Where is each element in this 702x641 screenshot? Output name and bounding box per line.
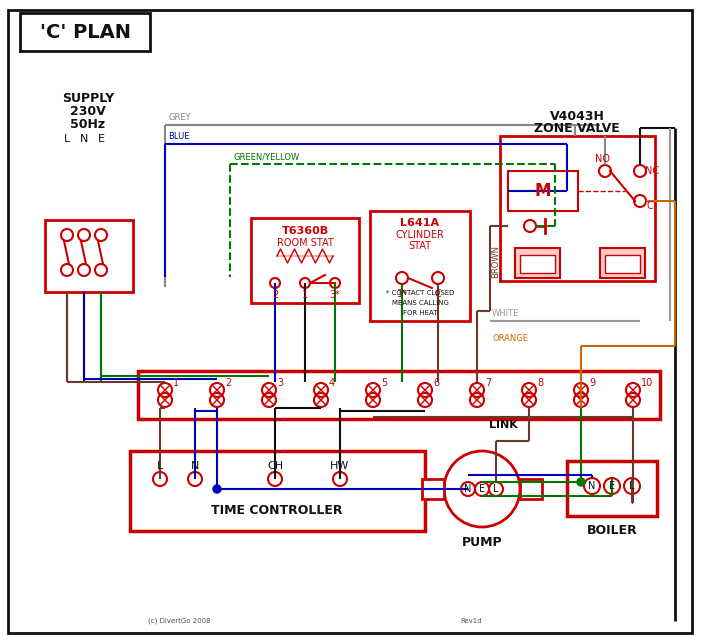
Text: C: C xyxy=(647,201,654,211)
Text: 7: 7 xyxy=(485,378,491,388)
Text: N: N xyxy=(464,484,472,494)
Bar xyxy=(515,248,560,278)
Text: L: L xyxy=(64,134,70,144)
Bar xyxy=(605,255,640,273)
Text: N: N xyxy=(80,134,88,144)
Text: ROOM STAT: ROOM STAT xyxy=(277,238,333,248)
Text: E: E xyxy=(479,484,485,494)
Text: BOILER: BOILER xyxy=(587,524,637,537)
Text: 1*: 1* xyxy=(397,289,407,299)
Text: (c) DivertGo 2008: (c) DivertGo 2008 xyxy=(148,618,211,624)
Text: LINK: LINK xyxy=(489,420,517,430)
Bar xyxy=(520,255,555,273)
Bar xyxy=(251,218,359,303)
Text: GREY: GREY xyxy=(168,113,191,122)
Bar xyxy=(520,479,542,499)
Text: 5: 5 xyxy=(381,378,388,388)
Text: L: L xyxy=(157,461,163,471)
Text: NO: NO xyxy=(595,154,611,164)
Text: 9: 9 xyxy=(589,378,595,388)
Text: 2: 2 xyxy=(272,290,278,300)
Text: E: E xyxy=(98,134,105,144)
Bar xyxy=(138,371,660,419)
Text: 10: 10 xyxy=(641,378,654,388)
Text: N: N xyxy=(588,481,596,491)
Text: ORANGE: ORANGE xyxy=(492,334,528,343)
Circle shape xyxy=(213,485,221,493)
Text: TIME CONTROLLER: TIME CONTROLLER xyxy=(211,504,343,517)
Text: BROWN: BROWN xyxy=(491,244,500,278)
Text: SUPPLY: SUPPLY xyxy=(62,92,114,104)
Text: PUMP: PUMP xyxy=(462,535,503,549)
Bar xyxy=(600,248,645,278)
Text: WHITE: WHITE xyxy=(492,309,519,318)
Text: GREEN/YELLOW: GREEN/YELLOW xyxy=(233,152,299,161)
Text: 2: 2 xyxy=(225,378,231,388)
Text: CYLINDER: CYLINDER xyxy=(395,230,444,240)
Text: BLUE: BLUE xyxy=(168,132,190,141)
Text: 4: 4 xyxy=(329,378,335,388)
Text: 50Hz: 50Hz xyxy=(70,117,105,131)
Text: ZONE VALVE: ZONE VALVE xyxy=(534,122,620,135)
Text: L: L xyxy=(494,484,498,494)
Text: V4043H: V4043H xyxy=(550,110,604,122)
Text: * CONTACT CLOSED: * CONTACT CLOSED xyxy=(386,290,454,296)
Text: NC: NC xyxy=(645,166,659,176)
Bar xyxy=(422,479,444,499)
Text: MEANS CALLING: MEANS CALLING xyxy=(392,300,449,306)
Text: HW: HW xyxy=(331,461,350,471)
Circle shape xyxy=(577,478,585,486)
Bar xyxy=(500,136,655,281)
Text: 3*: 3* xyxy=(329,290,340,300)
Text: N: N xyxy=(191,461,199,471)
Text: CH: CH xyxy=(267,461,283,471)
Text: 'C' PLAN: 'C' PLAN xyxy=(39,22,131,42)
Bar xyxy=(508,171,578,211)
Text: L: L xyxy=(629,481,635,491)
Bar xyxy=(130,451,425,531)
Text: 1: 1 xyxy=(302,290,308,300)
Bar xyxy=(567,461,657,516)
Text: E: E xyxy=(609,481,615,491)
Text: 6: 6 xyxy=(433,378,439,388)
Text: L641A: L641A xyxy=(400,218,439,228)
Text: 8: 8 xyxy=(537,378,543,388)
Bar xyxy=(370,211,470,321)
Bar xyxy=(45,220,133,292)
Text: 1: 1 xyxy=(173,378,179,388)
Text: STAT: STAT xyxy=(409,241,432,251)
Text: M: M xyxy=(535,182,551,200)
Text: 3: 3 xyxy=(277,378,283,388)
Text: 230V: 230V xyxy=(70,104,106,117)
Text: FOR HEAT: FOR HEAT xyxy=(403,310,437,316)
Text: Rev1d: Rev1d xyxy=(460,618,482,624)
Text: C: C xyxy=(435,289,442,299)
Text: T6360B: T6360B xyxy=(282,226,329,236)
Bar xyxy=(20,13,150,51)
